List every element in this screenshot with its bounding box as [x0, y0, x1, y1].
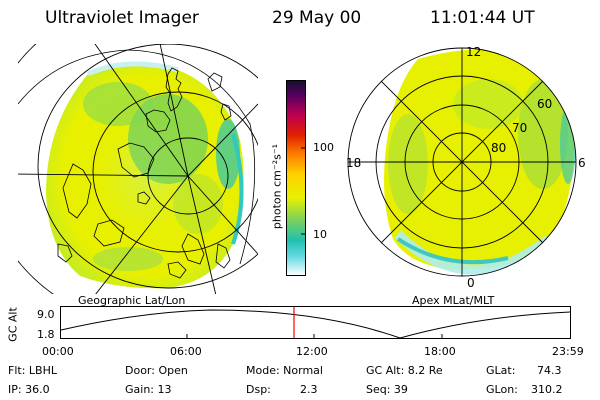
colorbar-tick-100: 100 — [313, 141, 334, 154]
glat-label: GLat: — [486, 364, 516, 377]
geographic-auroral-image — [18, 44, 258, 294]
glon-value: 310.2 — [531, 383, 563, 396]
filter-value: Flt: LBHL — [8, 364, 57, 377]
door-status: Door: Open — [125, 364, 188, 377]
image-date: 29 May 00 — [272, 8, 362, 28]
gc-alt-value: GC Alt: 8.2 Re — [366, 364, 443, 377]
ip-value: IP: 36.0 — [8, 383, 50, 396]
time-tick-0600: 06:00 — [170, 345, 202, 358]
dsp-label: Dsp: — [246, 383, 271, 396]
mlt-label-12: 12 — [466, 45, 482, 59]
glon-label: GLon: — [486, 383, 518, 396]
colorbar-tick-10: 10 — [313, 228, 327, 241]
time-tick-1200: 12:00 — [296, 345, 328, 358]
instrument-title: Ultraviolet Imager — [45, 8, 199, 28]
gain-value: Gain: 13 — [125, 383, 172, 396]
altitude-curve — [60, 309, 571, 339]
time-tick-2359: 23:59 — [552, 345, 584, 358]
image-time: 11:01:44 UT — [430, 8, 535, 28]
mlat-label-60: 60 — [537, 97, 553, 111]
mlt-label-0: 0 — [467, 276, 475, 290]
mlt-label-18: 18 — [346, 156, 362, 170]
time-tick-1800: 18:00 — [424, 345, 456, 358]
alt-tick-9: 9.0 — [37, 308, 55, 321]
mlat-label-70: 70 — [512, 121, 528, 135]
mode-value: Mode: Normal — [246, 364, 323, 377]
geographic-caption: Geographic Lat/Lon — [78, 294, 186, 307]
time-tick-0000: 00:00 — [42, 345, 74, 358]
magnetic-auroral-image — [347, 47, 577, 277]
intensity-colorbar — [286, 80, 306, 276]
magnetic-caption: Apex MLat/MLT — [412, 294, 495, 307]
alt-tick-1-8: 1.8 — [37, 328, 55, 341]
mlat-label-80: 80 — [491, 141, 507, 155]
sequence-value: Seq: 39 — [366, 383, 408, 396]
alt-axis-label: GC Alt — [6, 307, 20, 342]
dsp-value: 2.3 — [300, 383, 318, 396]
mlat-grid — [347, 47, 577, 277]
mlt-label-6: 6 — [578, 156, 586, 170]
orbit-altitude-plot — [60, 306, 571, 339]
colorbar-unit-label: photon cm⁻²s⁻¹ — [270, 143, 284, 230]
glat-value: 74.3 — [537, 364, 562, 377]
